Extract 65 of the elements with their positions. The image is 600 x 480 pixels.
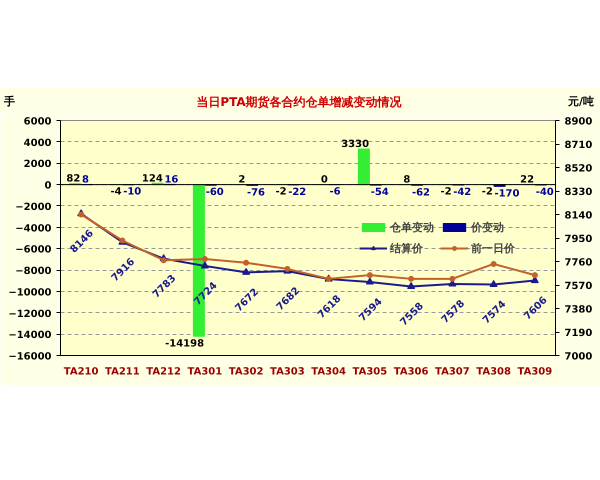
data-label: 16	[164, 174, 178, 186]
x-tick-label: TA307	[435, 366, 470, 378]
x-tick-label: TA309	[518, 366, 552, 378]
y2-tick-label: 8520	[564, 164, 592, 174]
y-tick-label: −14000	[8, 330, 52, 342]
y-tick-label: −8000	[15, 266, 52, 278]
data-label: 124	[142, 173, 163, 184]
data-label: -6	[329, 186, 341, 198]
chart-title: 当日PTA期货各合约仓单增减变动情况	[196, 94, 402, 111]
y-tick-label: −2000	[15, 202, 52, 213]
data-label: -40	[536, 187, 554, 198]
y-tick-label: 0	[44, 180, 52, 192]
y-tick-label: −16000	[8, 352, 52, 362]
x-tick-label: TA211	[105, 366, 140, 378]
y2-tick-label: 7570	[564, 281, 592, 292]
y2-tick-label: 7000	[564, 352, 592, 362]
y2-tick-label: 8140	[564, 210, 592, 222]
y2-tick-label: 7950	[564, 234, 592, 245]
y2-tick-label: 7190	[564, 328, 592, 339]
y2-tick-label: 8710	[564, 140, 592, 151]
y2-axis-title: 元/吨	[568, 94, 594, 110]
data-label: -22	[288, 186, 306, 198]
data-label: -170	[494, 188, 520, 200]
y-tick-label: −10000	[8, 287, 52, 298]
legend-label: 价变动	[471, 220, 504, 234]
data-label: -76	[246, 187, 266, 198]
data-label: 8	[82, 174, 89, 186]
y2-tick-label: 7380	[564, 304, 592, 316]
data-label: -2	[482, 186, 493, 198]
y-tick-label: 4000	[24, 138, 52, 149]
data-label: -54	[370, 187, 389, 198]
y2-tick-label: 8900	[564, 116, 592, 128]
data-label: -14198	[165, 338, 204, 350]
x-tick-label: TA303	[270, 366, 305, 378]
data-label: -4	[110, 186, 122, 198]
y-tick-label: −12000	[8, 308, 52, 320]
y-tick-label: 2000	[24, 159, 52, 170]
x-tick-label: TA210	[64, 366, 98, 378]
y2-tick-label: 7760	[564, 258, 592, 268]
x-tick-label: TA308	[476, 366, 511, 378]
data-label: -2	[440, 186, 452, 198]
x-tick-label: TA301	[188, 366, 222, 378]
x-tick-label: TA304	[311, 366, 346, 378]
data-label: -42	[453, 187, 472, 198]
data-label: -62	[412, 187, 430, 198]
data-label: 3330	[341, 139, 370, 150]
legend-label: 前一日价	[471, 240, 515, 256]
y-tick-label: −6000	[15, 244, 52, 256]
data-label: 2	[238, 174, 246, 186]
x-tick-label: TA302	[228, 366, 264, 378]
y-axis-title: 手	[4, 94, 15, 110]
y-tick-label: −4000	[15, 223, 52, 234]
y-tick-label: 6000	[24, 116, 52, 128]
data-label: -60	[206, 187, 224, 198]
data-label: -10	[123, 186, 142, 198]
x-tick-label: TA306	[394, 366, 428, 378]
data-label: 82	[66, 174, 80, 185]
x-tick-label: TA305	[352, 366, 388, 378]
data-label: -2	[275, 186, 287, 198]
y2-tick-label: 8330	[564, 187, 592, 198]
legend-label: 结算价	[390, 240, 423, 256]
data-label: 8	[403, 174, 410, 186]
data-label: 22	[520, 174, 534, 186]
legend-label: 仓单变动	[390, 220, 434, 234]
x-tick-label: TA212	[146, 366, 181, 378]
